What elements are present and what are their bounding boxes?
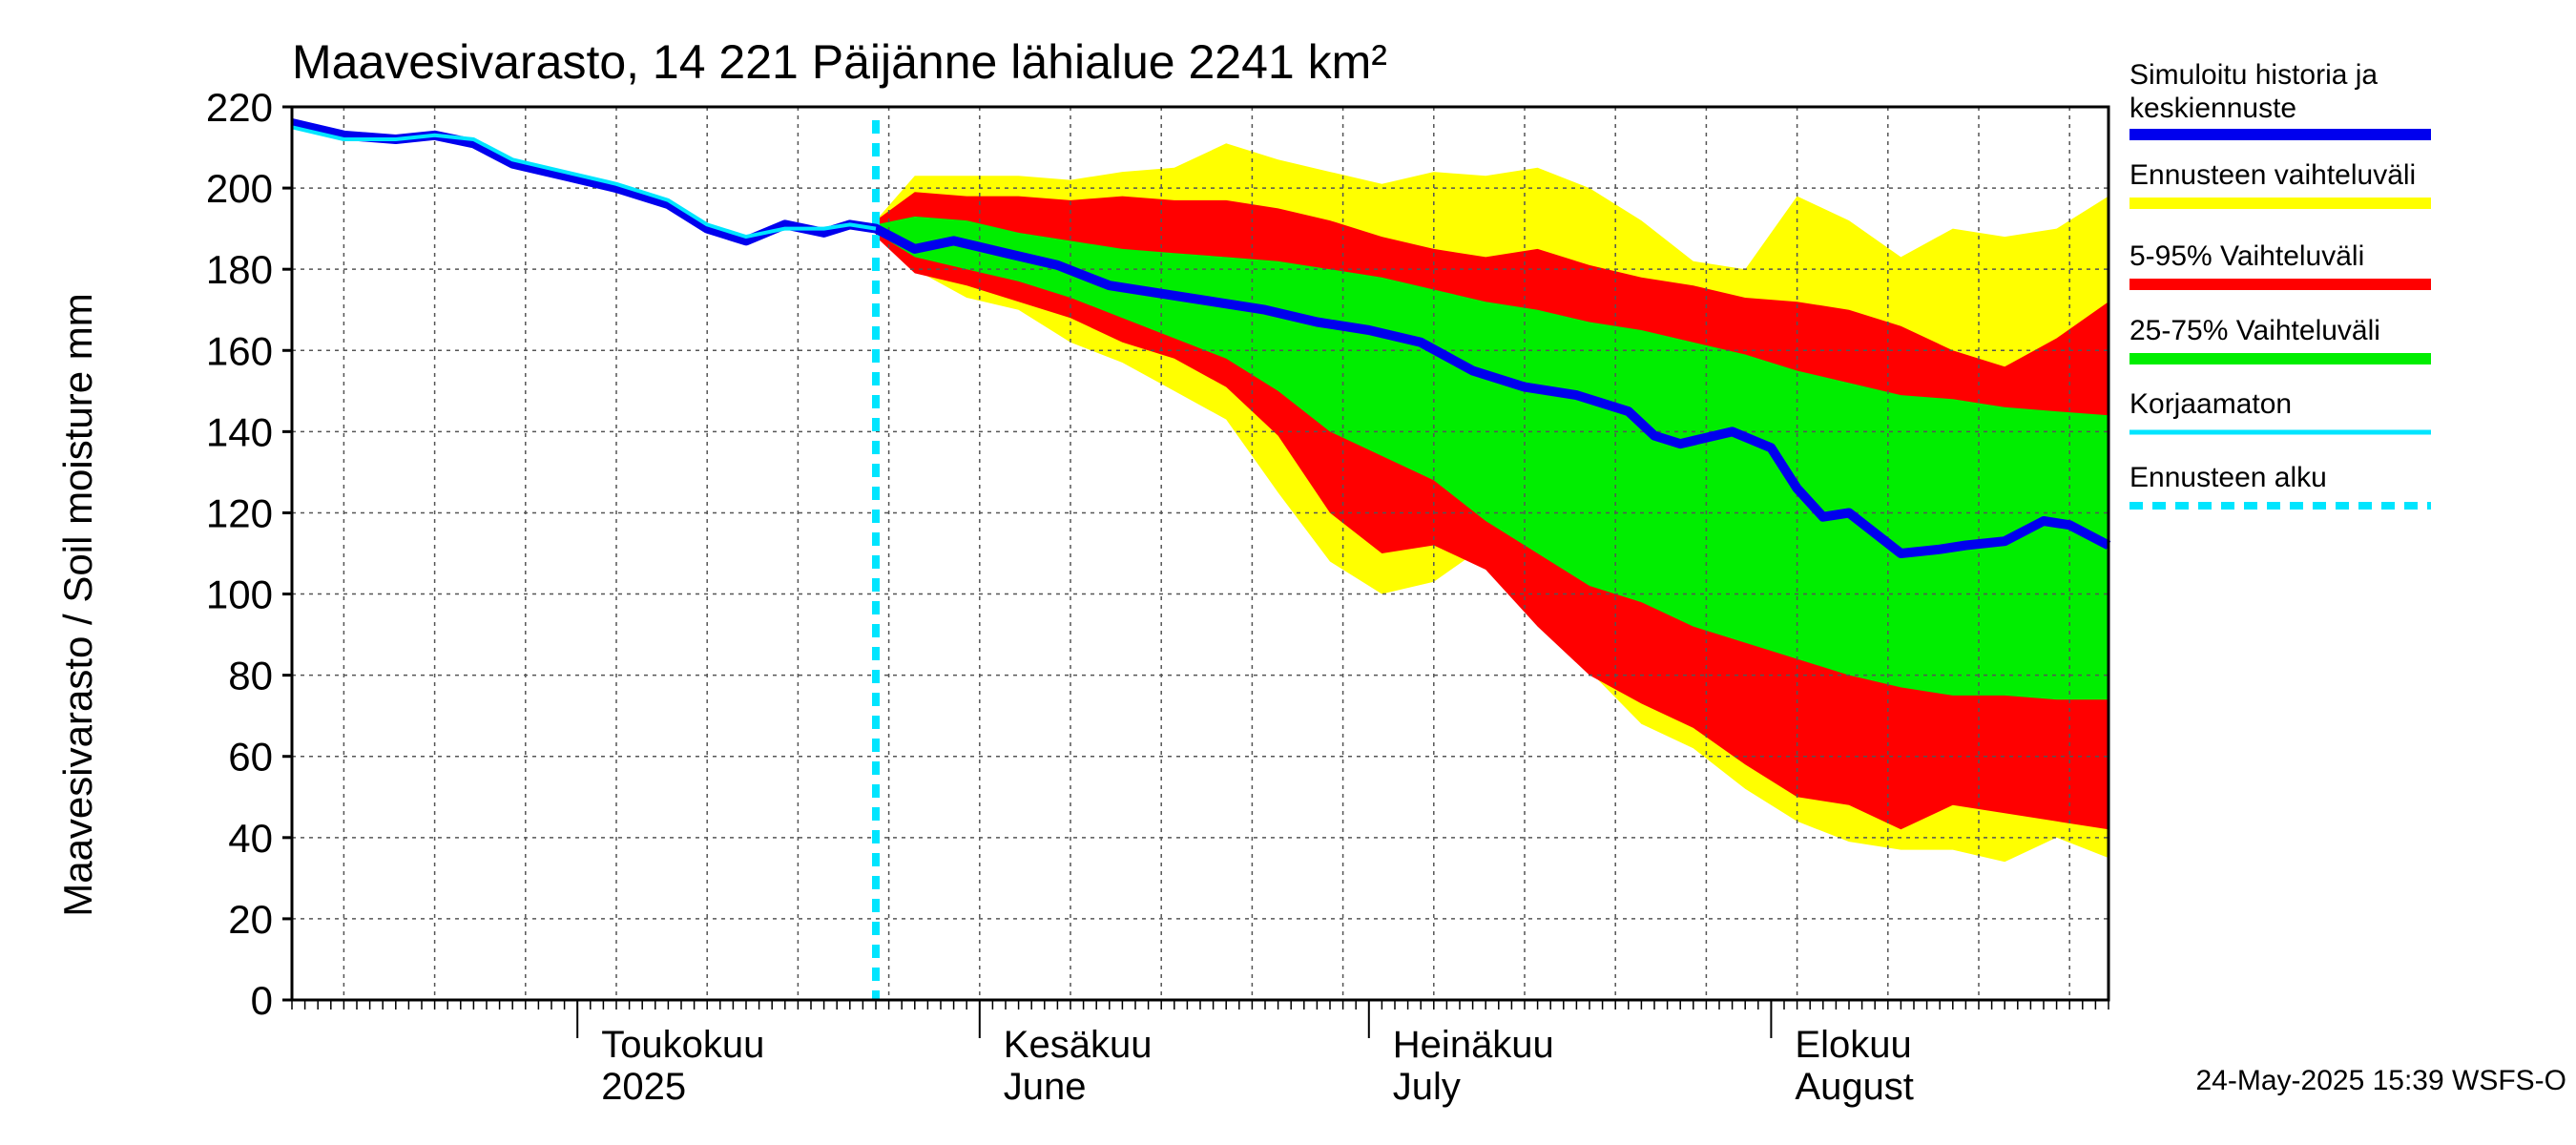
y-tick-label: 200: [206, 166, 273, 211]
x-month-label-fi: Heinäkuu: [1393, 1024, 1554, 1066]
x-month-label-fi: Kesäkuu: [1004, 1024, 1153, 1066]
x-month-label-en: June: [1004, 1066, 1087, 1108]
series-lines: [290, 118, 2111, 1000]
series-line-0: [290, 118, 2111, 558]
x-month-label-fi: Toukokuu: [601, 1024, 764, 1066]
axes: 0 20 40 60 80 100 120 140 160 180 200 220 Toukokuu20…: [206, 85, 2110, 1108]
series-line-1: [291, 125, 877, 239]
x-month-label-en: 2025: [601, 1066, 686, 1108]
chart-title: Maavesivarasto, 14 221 Päijänne lähialue…: [292, 35, 1387, 89]
band-2: [876, 216, 2109, 700]
y-axis-label: Maavesivarasto / Soil moisture mm: [55, 293, 100, 917]
grid-lines: [292, 106, 2109, 1000]
x-month-label-en: August: [1795, 1066, 1914, 1108]
timestamp-label: 24-May-2025 15:39 WSFS-O: [2196, 1065, 2567, 1096]
y-tick-label: 40: [228, 816, 273, 861]
legend-label: Ennusteen alku: [2129, 462, 2327, 493]
legend-label: Korjaamaton: [2129, 388, 2292, 420]
y-tick-label: 220: [206, 85, 273, 130]
y-tick-label: 100: [206, 572, 273, 617]
legend-label: 25-75% Vaihteluväli: [2129, 315, 2380, 346]
y-tick-label: 180: [206, 247, 273, 292]
legend-label: 5-95% Vaihteluväli: [2129, 240, 2364, 272]
y-tick-label: 80: [228, 654, 273, 698]
y-tick-label: 20: [228, 897, 273, 942]
y-tick-label: 60: [228, 735, 273, 780]
y-tick-label: 160: [206, 328, 273, 373]
x-month-label-en: July: [1393, 1066, 1461, 1108]
x-month-label-fi: Elokuu: [1795, 1024, 1911, 1066]
y-tick-label: 0: [251, 978, 273, 1023]
legend-label: Simuloitu historia ja: [2129, 59, 2378, 91]
legend-label-line2: keskiennuste: [2129, 93, 2296, 124]
y-tick-label: 120: [206, 490, 273, 535]
legend-label: Ennusteen vaihteluväli: [2129, 159, 2416, 191]
forecast-bands: [876, 143, 2109, 863]
y-tick-label: 140: [206, 409, 273, 454]
